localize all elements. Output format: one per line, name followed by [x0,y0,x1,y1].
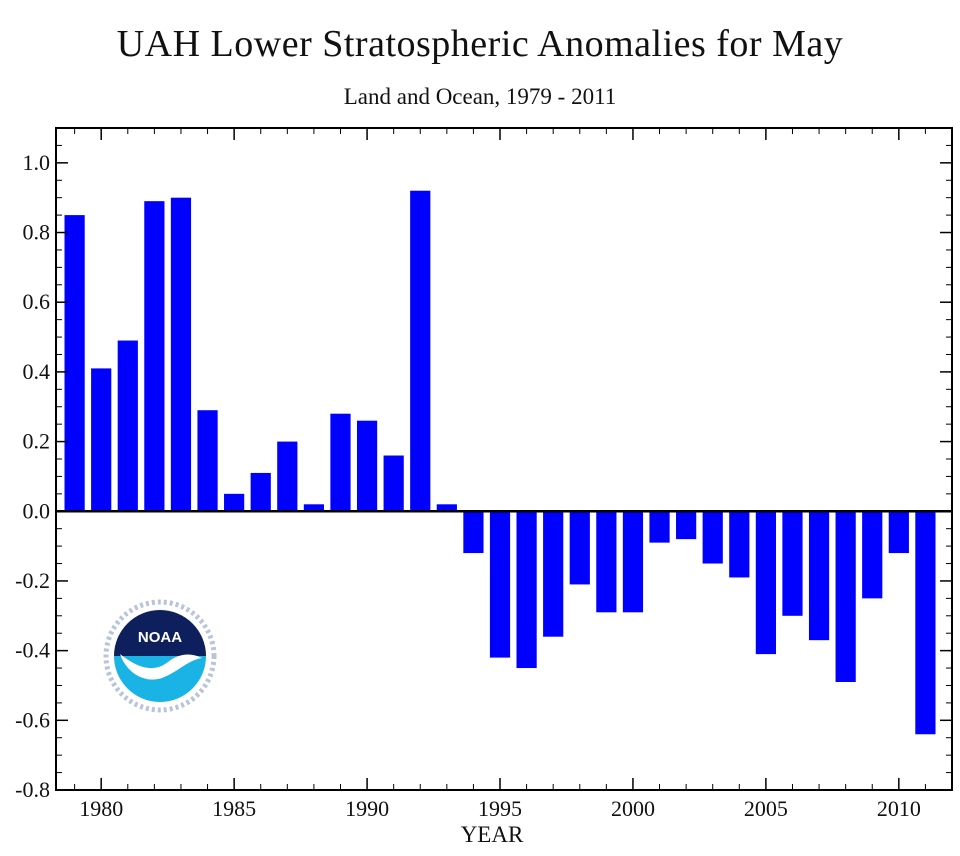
bar-1981 [117,340,138,512]
y-tick-label: -0.8 [15,777,50,802]
y-tick-label: -0.2 [15,568,50,593]
y-tick-label: 0.2 [23,429,51,454]
x-tick-label: 1985 [212,796,256,821]
chart-subtitle: Land and Ocean, 1979 - 2011 [343,84,617,109]
y-tick-label: 0.6 [23,289,51,314]
bar-1985 [224,493,245,512]
bar-1991 [383,455,404,512]
bar-1999 [596,511,617,613]
y-tick-label: -0.6 [15,707,50,732]
bar-1992 [410,190,431,512]
bar-2007 [808,511,830,641]
bar-1986 [250,472,271,512]
bar-2006 [782,511,803,616]
bar-1994 [463,511,484,554]
bar-2010 [888,511,909,554]
bar-1996 [516,511,537,669]
bar-2004 [729,511,750,578]
bar-1982 [144,201,165,512]
x-tick-label: 2000 [611,796,655,821]
y-tick-label: 0.8 [23,220,51,245]
x-axis-title: YEAR [461,822,524,847]
x-tick-label: 2005 [744,796,788,821]
x-tick-label: 1990 [345,796,389,821]
bar-1995 [489,511,511,658]
bar-1987 [277,441,298,512]
noaa-logo-text: NOAA [138,629,182,646]
x-tick-label: 2010 [877,796,921,821]
bar-1993 [436,504,457,512]
bar-2003 [702,511,723,564]
chart-title: UAH Lower Stratospheric Anomalies for Ma… [116,23,844,65]
noaa-logo-sky [114,610,206,656]
bar-2008 [835,511,856,682]
x-tick-label: 1995 [478,796,522,821]
bar-2000 [622,511,644,613]
x-tick-label: 1980 [79,796,123,821]
bar-2009 [862,511,883,599]
y-tick-label: 0.0 [23,498,51,523]
bar-1983 [170,197,192,512]
bar-1990 [356,420,378,512]
bar-1989 [330,413,351,512]
y-tick-label: 1.0 [23,150,51,175]
bars-group [64,190,936,735]
bar-1979 [64,215,85,512]
bar-2002 [676,511,697,540]
x-axis: 1980 1985 1990 1995 2000 2005 2010 [74,128,953,821]
bar-1997 [543,511,564,637]
bar-1998 [569,511,590,585]
bar-1984 [197,410,218,512]
noaa-logo-gull [120,654,202,680]
bar-2001 [649,511,670,543]
bar-2011 [915,511,936,735]
y-tick-label: 0.4 [23,359,51,384]
noaa-logo: NOAA [103,599,217,713]
bar-2005 [755,511,776,655]
y-tick-label: -0.4 [15,638,50,663]
y-axis: 1.0 0.8 0.6 0.4 0.2 0.0 -0.2 -0.4 -0.6 -0.8 [15,127,952,802]
bar-1988 [303,504,325,512]
bar-1980 [91,368,112,512]
